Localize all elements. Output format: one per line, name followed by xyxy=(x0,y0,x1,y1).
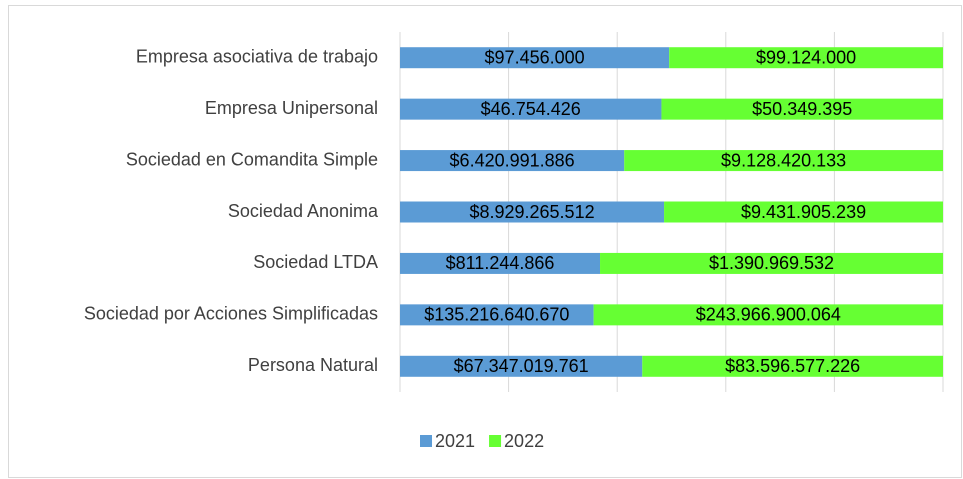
y-tick-label: Persona Natural xyxy=(248,355,378,375)
data-label: $67.347.019.761 xyxy=(454,356,589,376)
bar-segment xyxy=(661,98,943,120)
y-tick-label: Sociedad por Acciones Simplificadas xyxy=(84,304,378,324)
data-label: $8.929.265.512 xyxy=(469,202,594,222)
legend-swatch xyxy=(489,435,502,447)
data-label: $6.420.991.886 xyxy=(450,150,575,170)
legend-label: 2022 xyxy=(504,431,544,451)
data-label: $9.128.420.133 xyxy=(721,150,846,170)
bar-segment xyxy=(400,304,594,326)
bar-segment xyxy=(600,252,943,274)
legend-swatch xyxy=(420,435,432,447)
y-tick-label: Sociedad Anonima xyxy=(228,201,379,221)
bar-segment xyxy=(400,252,601,274)
bar-segment xyxy=(593,304,943,326)
bar-segment xyxy=(664,201,943,223)
data-label: $811.244.866 xyxy=(446,253,555,273)
data-label: $83.596.577.226 xyxy=(725,356,860,376)
bar-segment xyxy=(669,47,943,69)
y-tick-label: Sociedad LTDA xyxy=(253,252,378,272)
y-tick-label: Sociedad en Comandita Simple xyxy=(126,149,378,169)
bar-segment xyxy=(400,201,665,223)
bar-segment xyxy=(624,150,943,172)
y-tick-label: Empresa Unipersonal xyxy=(205,98,378,118)
data-label: $243.966.900.064 xyxy=(696,305,841,325)
data-label: $50.349.395 xyxy=(752,99,852,119)
bar-segment xyxy=(400,47,670,69)
data-label: $46.754.426 xyxy=(481,99,581,119)
bar-segment xyxy=(642,355,943,377)
bar-segment xyxy=(400,355,643,377)
y-tick-label: Empresa asociativa de trabajo xyxy=(136,46,378,66)
data-label: $99.124.000 xyxy=(756,47,856,67)
data-label: $97.456.000 xyxy=(485,47,585,67)
legend-label: 2021 xyxy=(435,431,475,451)
data-label: $135.216.640.670 xyxy=(424,305,569,325)
bar-segment xyxy=(400,150,625,172)
chart-frame xyxy=(8,5,962,478)
data-label: $1.390.969.532 xyxy=(709,253,834,273)
data-label: $9.431.905.239 xyxy=(741,202,866,222)
bar-segment xyxy=(400,98,662,120)
